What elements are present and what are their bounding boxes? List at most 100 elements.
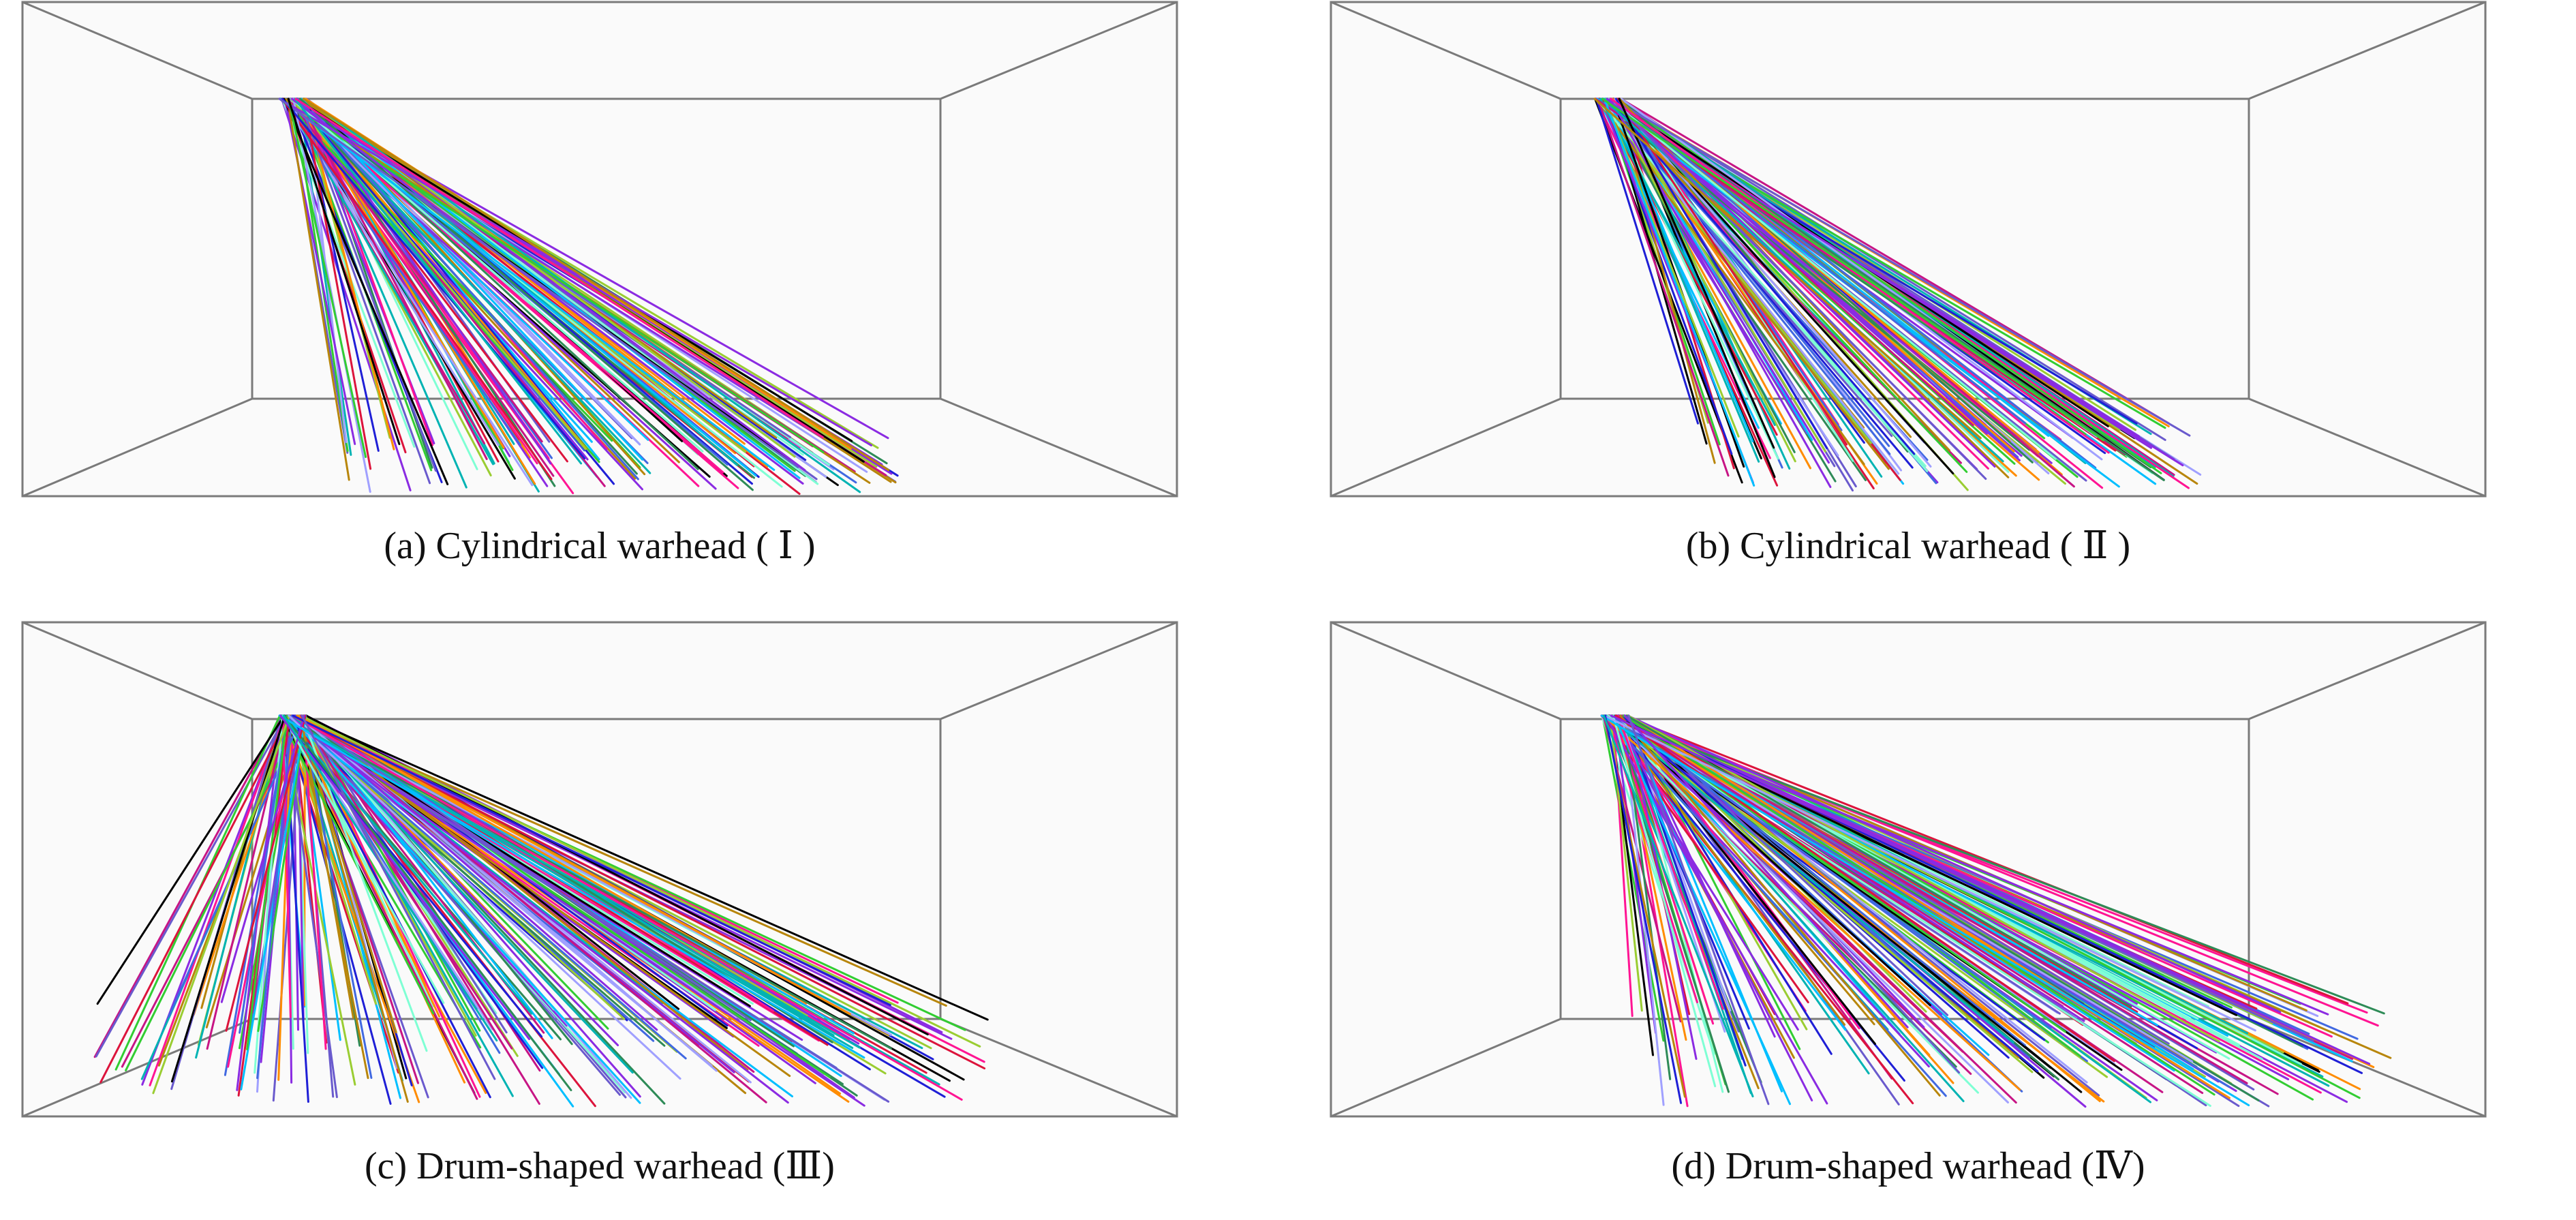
trajectory-line (293, 97, 641, 446)
trajectory-line (1595, 97, 2184, 467)
panel-caption: (c) Drum-shaped warhead (Ⅲ) (365, 1145, 835, 1187)
trajectory-line (288, 714, 789, 1104)
fragment-trajectories (1600, 714, 2392, 1108)
panel-a: (a) Cylindrical warhead ( Ⅰ ) (20, 0, 1179, 600)
trajectory-line (1608, 714, 2052, 1069)
trajectory-line (292, 714, 891, 1007)
trajectory-line (301, 714, 496, 1080)
panel-caption: (a) Cylindrical warhead ( Ⅰ ) (384, 525, 816, 567)
trajectory-plot-b (1329, 0, 2487, 498)
trajectory-line (220, 714, 305, 1003)
box-edge (1330, 1018, 1561, 1118)
trajectory-line (296, 714, 718, 1072)
trajectory-line (300, 714, 354, 1019)
trajectory-line (1604, 714, 1979, 1094)
trajectory-line (294, 97, 583, 465)
trajectory-line (305, 97, 434, 446)
trajectory-line (290, 97, 804, 485)
trajectory-line (1610, 97, 2191, 437)
trajectory-line (152, 714, 290, 1095)
box-edge (1330, 1, 1561, 100)
box-back-wall (251, 718, 942, 1020)
trajectory-line (280, 97, 522, 446)
trajectory-line (279, 714, 543, 1038)
trajectory-line (296, 714, 851, 1016)
trajectory-line (1622, 714, 2215, 1096)
trajectory-line (1610, 714, 2371, 1065)
box-back-wall (1559, 97, 2250, 400)
trajectory-line (1616, 714, 2379, 1027)
trajectory-line (301, 97, 644, 461)
trajectory-line (294, 714, 634, 1074)
trajectory-line (1602, 714, 1754, 1098)
panel-c: (c) Drum-shaped warhead (Ⅲ) (20, 620, 1179, 1220)
trajectory-line (1601, 714, 1665, 1042)
trajectory-line (1600, 714, 2250, 1107)
trajectory-line (1604, 714, 1947, 1097)
trajectory-line (279, 97, 613, 442)
trajectory-line (278, 97, 799, 468)
trajectory-line (285, 714, 728, 1014)
panel-d: (d) Drum-shaped warhead (Ⅳ) (1329, 620, 2487, 1220)
trajectory-line (291, 714, 963, 1101)
trajectory-line (288, 714, 641, 1104)
trajectory-line (288, 97, 555, 477)
trajectory-line (1613, 714, 1657, 1034)
trajectory-line (294, 714, 752, 1022)
trajectory-line (302, 97, 890, 472)
box-outer-frame (21, 1, 1178, 498)
trajectory-line (283, 714, 338, 1099)
trajectory-line (99, 714, 290, 1084)
trajectory-line (301, 714, 373, 1079)
trajectory-line (170, 714, 286, 1083)
trajectory-line (286, 97, 350, 481)
trajectory-line (1603, 714, 2256, 1032)
box-outer-frame (1330, 621, 2487, 1118)
trajectory-line (286, 714, 293, 1084)
fragment-trajectories (93, 714, 989, 1108)
trajectory-line (1623, 714, 1747, 1067)
trajectory-line (1598, 97, 1778, 436)
trajectory-line (283, 714, 572, 1091)
trajectory-line (298, 97, 488, 460)
trajectory-line (281, 97, 586, 460)
box-edge (22, 397, 253, 498)
trajectory-line (281, 714, 292, 1018)
trajectory-line (279, 714, 531, 1041)
trajectory-line (278, 714, 865, 1059)
box-edge (22, 621, 253, 720)
trajectory-line (1622, 714, 2349, 1005)
box-edge (940, 1018, 1178, 1118)
box-edge (940, 1, 1178, 100)
trajectory-line (1610, 97, 1796, 463)
box-outer-frame (21, 621, 1178, 1118)
trajectory-plot-c (20, 620, 1179, 1118)
trajectory-line (1610, 714, 2052, 1029)
trajectory-line (1597, 97, 1730, 477)
trajectory-plot-a (20, 0, 1179, 498)
trajectory-line (1599, 97, 1808, 435)
trajectory-line (1599, 97, 1776, 427)
box-edge (1330, 621, 1561, 720)
panel-b: (b) Cylindrical warhead ( Ⅱ ) (1329, 0, 2487, 600)
trajectory-line (296, 97, 639, 481)
trajectory-line (1608, 97, 2057, 460)
trajectory-line (1610, 714, 1762, 1084)
trajectory-line (301, 97, 801, 479)
trajectory-line (1616, 97, 1848, 446)
trajectory-line (1625, 714, 2132, 1008)
trajectory-line (93, 714, 283, 1058)
trajectory-line (1614, 97, 1932, 468)
trajectory-line (1601, 97, 2105, 442)
trajectory-line (296, 714, 767, 1103)
trajectory-line (288, 97, 367, 458)
panel-caption: (d) Drum-shaped warhead (Ⅳ) (1671, 1145, 2145, 1187)
trajectory-line (1611, 714, 2034, 1073)
trajectory-line (279, 97, 643, 491)
trajectory-line (96, 714, 286, 1005)
trajectory-line (246, 714, 288, 1050)
trajectory-line (294, 97, 824, 438)
trajectory-line (300, 714, 540, 1105)
trajectory-line (1607, 97, 1916, 455)
trajectory-line (1602, 714, 2211, 1107)
